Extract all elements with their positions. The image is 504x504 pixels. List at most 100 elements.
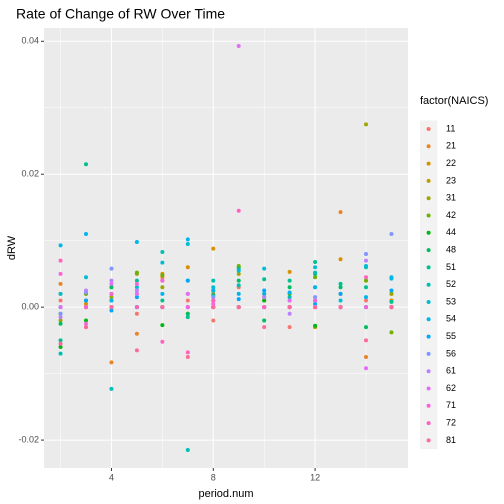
- legend-label: 53: [446, 296, 456, 306]
- point: [160, 273, 165, 278]
- point: [134, 291, 139, 296]
- point: [58, 305, 63, 310]
- x-tick-label: 4: [109, 472, 114, 482]
- point: [313, 270, 318, 275]
- point: [134, 348, 139, 353]
- point: [262, 277, 267, 282]
- point: [134, 240, 139, 245]
- point: [58, 298, 63, 303]
- point: [58, 281, 63, 286]
- legend-label: 44: [446, 227, 456, 237]
- legend-label: 55: [446, 331, 456, 341]
- legend-marker: [426, 265, 431, 270]
- point: [236, 208, 241, 213]
- point: [160, 291, 165, 296]
- point: [313, 305, 318, 310]
- point: [58, 341, 63, 346]
- point: [389, 299, 394, 304]
- point: [58, 258, 63, 263]
- point: [236, 291, 241, 296]
- point: [338, 210, 343, 215]
- point: [58, 271, 63, 276]
- point: [134, 331, 139, 336]
- point: [236, 268, 241, 273]
- point: [389, 330, 394, 335]
- legend-label: 31: [446, 193, 456, 203]
- legend-marker: [426, 282, 431, 287]
- legend-marker: [426, 334, 431, 339]
- point: [58, 315, 63, 320]
- point: [185, 355, 190, 360]
- point: [338, 281, 343, 286]
- point: [58, 311, 63, 316]
- point: [160, 298, 165, 303]
- chart-title: Rate of Change of RW Over Time: [16, 6, 225, 22]
- point: [58, 321, 63, 326]
- point: [313, 275, 318, 280]
- legend-marker: [426, 438, 431, 443]
- point: [338, 285, 343, 290]
- legend-label: 52: [446, 279, 456, 289]
- x-axis-label: period.num: [198, 488, 253, 500]
- point: [364, 258, 368, 263]
- point: [84, 325, 88, 330]
- point: [262, 318, 267, 323]
- point: [58, 338, 63, 343]
- point: [84, 305, 88, 310]
- point: [287, 325, 292, 330]
- point: [364, 285, 368, 290]
- legend-label: 54: [446, 314, 456, 324]
- legend-label: 23: [446, 175, 456, 185]
- legend-marker: [426, 178, 431, 183]
- point: [236, 283, 241, 288]
- point: [160, 249, 165, 254]
- point: [134, 278, 139, 283]
- point: [262, 266, 267, 271]
- point: [364, 325, 368, 330]
- point: [313, 265, 318, 270]
- point: [313, 295, 318, 300]
- point: [287, 295, 292, 300]
- point: [185, 265, 190, 270]
- point: [211, 298, 216, 303]
- point: [262, 295, 267, 300]
- legend-label: 61: [446, 366, 456, 376]
- point: [262, 291, 267, 296]
- point: [84, 298, 88, 303]
- point: [109, 295, 114, 300]
- point: [236, 297, 241, 302]
- point: [364, 366, 368, 371]
- point: [338, 257, 343, 262]
- point: [287, 269, 292, 274]
- point: [84, 321, 88, 326]
- legend-marker: [426, 161, 431, 166]
- point: [109, 278, 114, 283]
- point: [58, 291, 63, 296]
- point: [364, 305, 368, 310]
- point: [134, 270, 139, 275]
- point: [109, 386, 114, 391]
- point: [364, 275, 368, 280]
- point: [185, 278, 190, 283]
- point: [185, 242, 190, 247]
- y-tick-label: 0.00: [21, 302, 39, 312]
- point: [134, 288, 139, 293]
- point: [185, 350, 190, 355]
- point: [287, 285, 292, 290]
- point: [109, 360, 114, 365]
- point: [211, 278, 216, 283]
- point: [185, 448, 190, 453]
- point: [84, 301, 88, 306]
- point: [389, 305, 394, 310]
- point: [185, 305, 190, 310]
- legend-marker: [426, 351, 431, 356]
- point: [84, 232, 88, 237]
- point: [236, 278, 241, 283]
- legend-label: 48: [446, 244, 456, 254]
- point: [211, 288, 216, 293]
- point: [185, 311, 190, 316]
- legend-label: 71: [446, 400, 456, 410]
- point: [109, 308, 114, 313]
- legend-marker: [426, 144, 431, 149]
- point: [160, 323, 165, 328]
